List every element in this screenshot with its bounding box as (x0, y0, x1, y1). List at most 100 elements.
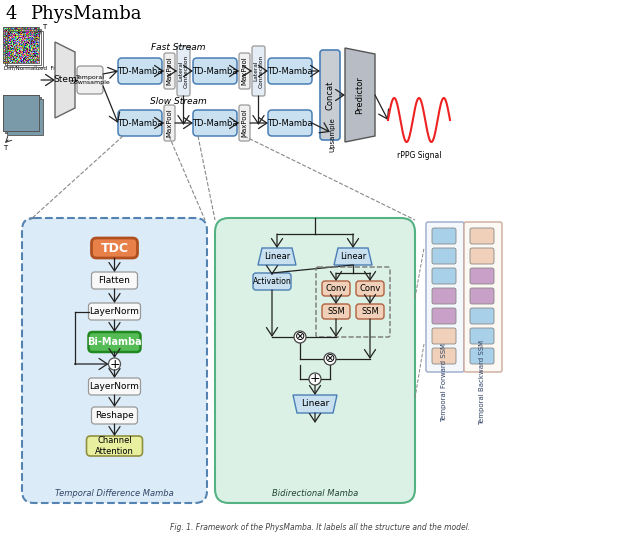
Text: Temporal Forward SSM: Temporal Forward SSM (441, 343, 447, 421)
Text: Bidirectional Mamba: Bidirectional Mamba (272, 488, 358, 497)
FancyBboxPatch shape (5, 97, 41, 133)
Text: T: T (3, 145, 7, 151)
Text: TD-Mamba: TD-Mamba (192, 66, 237, 76)
Text: +: + (109, 358, 120, 370)
FancyBboxPatch shape (268, 110, 312, 136)
FancyBboxPatch shape (432, 328, 456, 344)
Text: TD-Mamba: TD-Mamba (117, 66, 163, 76)
Circle shape (109, 358, 120, 370)
FancyBboxPatch shape (164, 53, 175, 89)
FancyBboxPatch shape (268, 58, 312, 84)
Text: MaxPool: MaxPool (241, 109, 248, 137)
FancyBboxPatch shape (432, 268, 456, 284)
Text: Activation: Activation (253, 277, 291, 286)
FancyBboxPatch shape (470, 228, 494, 244)
Text: Slow Stream: Slow Stream (150, 98, 206, 107)
Text: TD-Mamba: TD-Mamba (268, 118, 313, 128)
FancyBboxPatch shape (470, 268, 494, 284)
FancyBboxPatch shape (88, 332, 141, 352)
Text: MaxPool: MaxPool (166, 57, 173, 85)
FancyBboxPatch shape (432, 348, 456, 364)
FancyBboxPatch shape (3, 95, 39, 131)
Text: Temporal
Downsample: Temporal Downsample (70, 75, 110, 85)
Text: Lateral
Connection: Lateral Connection (178, 55, 189, 87)
Text: Diff/Normalized  Frames: Diff/Normalized Frames (4, 66, 71, 71)
FancyBboxPatch shape (239, 105, 250, 141)
Text: Temporal Difference Mamba: Temporal Difference Mamba (55, 488, 174, 497)
FancyBboxPatch shape (193, 110, 237, 136)
FancyBboxPatch shape (470, 248, 494, 264)
Text: Channel
Attention: Channel Attention (95, 436, 134, 456)
Text: +: + (310, 373, 320, 385)
Polygon shape (293, 395, 337, 413)
FancyBboxPatch shape (432, 308, 456, 324)
Polygon shape (55, 42, 75, 118)
Polygon shape (258, 248, 296, 265)
Text: LayerNorm: LayerNorm (90, 307, 140, 316)
Text: Linear: Linear (301, 399, 329, 408)
Text: MaxPool: MaxPool (241, 57, 248, 85)
FancyBboxPatch shape (164, 105, 175, 141)
FancyBboxPatch shape (22, 218, 207, 503)
FancyBboxPatch shape (470, 328, 494, 344)
FancyBboxPatch shape (320, 50, 340, 140)
FancyBboxPatch shape (118, 110, 162, 136)
FancyBboxPatch shape (77, 66, 103, 94)
FancyBboxPatch shape (432, 288, 456, 304)
Text: PhysMamba: PhysMamba (30, 5, 141, 23)
FancyBboxPatch shape (356, 281, 384, 296)
FancyBboxPatch shape (92, 272, 138, 289)
Text: rPPG Signal: rPPG Signal (397, 151, 441, 160)
FancyBboxPatch shape (470, 288, 494, 304)
Text: Conv: Conv (325, 284, 347, 293)
FancyBboxPatch shape (322, 281, 350, 296)
FancyBboxPatch shape (432, 248, 456, 264)
Text: LayerNorm: LayerNorm (90, 382, 140, 391)
FancyBboxPatch shape (86, 436, 143, 456)
Polygon shape (345, 48, 375, 142)
FancyBboxPatch shape (118, 58, 162, 84)
Text: Fig. 1. Framework of the PhysMamba. It labels all the structure and the model.: Fig. 1. Framework of the PhysMamba. It l… (170, 524, 470, 532)
Text: Lateral
Connection: Lateral Connection (253, 55, 264, 87)
FancyBboxPatch shape (432, 228, 456, 244)
Text: TDC: TDC (100, 242, 129, 255)
FancyBboxPatch shape (470, 308, 494, 324)
FancyBboxPatch shape (252, 46, 265, 96)
FancyBboxPatch shape (239, 53, 250, 89)
Text: TD-Mamba: TD-Mamba (268, 66, 313, 76)
Polygon shape (334, 248, 372, 265)
Text: Stem: Stem (53, 76, 77, 85)
Text: Reshape: Reshape (95, 411, 134, 420)
Text: ⊗: ⊗ (324, 353, 335, 366)
Text: Predictor: Predictor (355, 76, 365, 114)
FancyBboxPatch shape (88, 303, 141, 320)
FancyBboxPatch shape (356, 304, 384, 319)
Text: SSM: SSM (361, 307, 379, 316)
FancyBboxPatch shape (92, 238, 138, 258)
FancyBboxPatch shape (88, 378, 141, 395)
Circle shape (294, 331, 306, 343)
FancyBboxPatch shape (177, 46, 190, 96)
FancyBboxPatch shape (92, 407, 138, 424)
Text: Linear: Linear (264, 252, 290, 261)
FancyBboxPatch shape (193, 58, 237, 84)
Text: Upsample: Upsample (329, 117, 335, 152)
Text: 4: 4 (5, 5, 17, 23)
Text: Temporal Backward SSM: Temporal Backward SSM (479, 339, 485, 425)
Text: ⊗: ⊗ (295, 331, 305, 344)
Text: Conv: Conv (359, 284, 381, 293)
FancyBboxPatch shape (3, 95, 39, 131)
Circle shape (324, 353, 336, 365)
Text: Bi-Mamba: Bi-Mamba (87, 337, 142, 347)
Text: Concat: Concat (326, 80, 335, 110)
Text: Linear: Linear (340, 252, 366, 261)
Text: MaxPool: MaxPool (166, 109, 173, 137)
Circle shape (309, 373, 321, 385)
FancyBboxPatch shape (253, 273, 291, 290)
FancyBboxPatch shape (7, 99, 43, 135)
Text: SSM: SSM (327, 307, 345, 316)
Text: TD-Mamba: TD-Mamba (117, 118, 163, 128)
FancyBboxPatch shape (426, 222, 464, 372)
FancyBboxPatch shape (464, 222, 502, 372)
FancyBboxPatch shape (470, 348, 494, 364)
